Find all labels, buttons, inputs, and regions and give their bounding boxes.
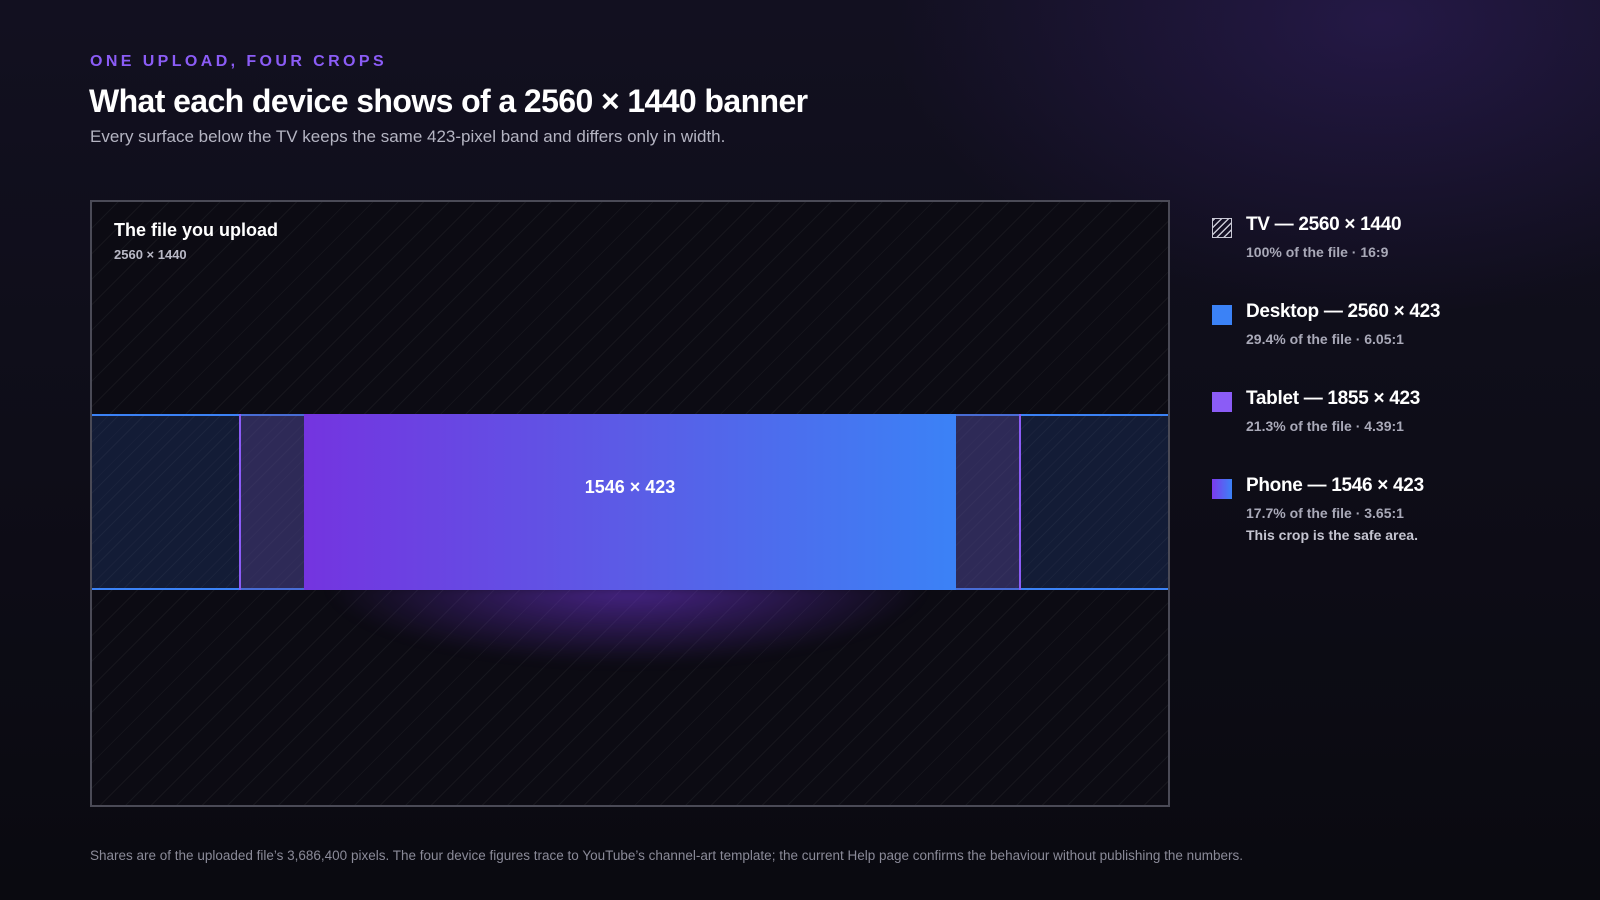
legend-title: TV — 2560 × 1440 — [1246, 214, 1402, 235]
legend-title: Phone — 1546 × 423 — [1246, 475, 1424, 496]
legend-subtitle: 29.4% of the file · 6.05:1 — [1246, 331, 1404, 347]
uploaded-file-area: The file you upload 2560 × 1440 1546 × 4… — [90, 200, 1170, 807]
phone-crop-label: 1546 × 423 — [584, 476, 676, 497]
legend-subtitle: 100% of the file · 16:9 — [1246, 244, 1389, 260]
legend-note: This crop is the safe area. — [1246, 527, 1418, 543]
phone-swatch-icon — [1212, 479, 1232, 499]
legend-subtitle: 17.7% of the file · 3.65:1 — [1246, 505, 1404, 521]
file-dimensions: 2560 × 1440 — [114, 247, 187, 262]
page-title: What each device shows of a 2560 × 1440 … — [89, 83, 808, 119]
phone-crop: 1546 × 423 — [304, 414, 956, 590]
footnote: Shares are of the uploaded file’s 3,686,… — [90, 848, 1243, 863]
file-label: The file you upload — [114, 220, 279, 240]
desktop-swatch-icon — [1212, 305, 1232, 325]
legend-subtitle: 21.3% of the file · 4.39:1 — [1246, 418, 1404, 434]
eyebrow: ONE UPLOAD, FOUR CROPS — [90, 53, 388, 70]
phone-glow — [322, 585, 932, 665]
page-subtitle: Every surface below the TV keeps the sam… — [90, 127, 726, 146]
legend-title: Tablet — 1855 × 423 — [1246, 388, 1421, 409]
legend-title: Desktop — 2560 × 423 — [1246, 301, 1441, 322]
tv-swatch-icon — [1212, 218, 1232, 238]
tablet-swatch-icon — [1212, 392, 1232, 412]
